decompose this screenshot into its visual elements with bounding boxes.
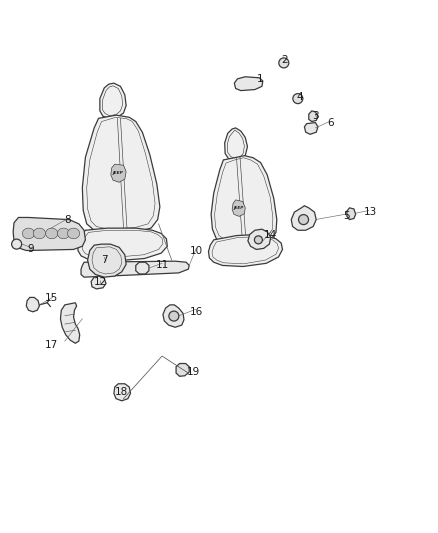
Text: 13: 13: [364, 207, 377, 217]
Text: 14: 14: [264, 230, 277, 239]
Polygon shape: [111, 164, 126, 182]
Polygon shape: [91, 276, 106, 289]
Text: 4: 4: [297, 92, 304, 102]
Polygon shape: [81, 261, 189, 277]
Polygon shape: [78, 228, 167, 261]
Ellipse shape: [22, 228, 35, 239]
Polygon shape: [234, 77, 263, 91]
Polygon shape: [347, 208, 356, 220]
Polygon shape: [248, 229, 271, 249]
Polygon shape: [232, 200, 245, 216]
Text: 1: 1: [257, 74, 264, 84]
Circle shape: [293, 94, 303, 103]
Circle shape: [12, 239, 21, 249]
Polygon shape: [309, 111, 318, 122]
Ellipse shape: [57, 228, 70, 239]
Circle shape: [299, 215, 308, 224]
Text: 5: 5: [343, 211, 350, 221]
Polygon shape: [225, 128, 247, 161]
Polygon shape: [88, 244, 126, 277]
Text: JEEP: JEEP: [233, 206, 244, 210]
Polygon shape: [60, 303, 80, 343]
Polygon shape: [100, 83, 126, 118]
Text: 9: 9: [27, 245, 34, 254]
Circle shape: [279, 58, 289, 68]
Text: 18: 18: [115, 387, 128, 397]
Polygon shape: [26, 297, 39, 312]
Ellipse shape: [67, 228, 80, 239]
Text: 3: 3: [312, 111, 319, 121]
Text: 15: 15: [45, 294, 58, 303]
Polygon shape: [208, 235, 283, 266]
Polygon shape: [176, 364, 189, 376]
Polygon shape: [304, 123, 318, 134]
Polygon shape: [13, 217, 85, 251]
Text: 16: 16: [190, 307, 203, 317]
Text: 6: 6: [327, 118, 334, 127]
Text: 11: 11: [155, 261, 169, 270]
Circle shape: [169, 311, 179, 321]
Text: 10: 10: [190, 246, 203, 255]
Text: JEEP: JEEP: [113, 171, 124, 175]
Text: 12: 12: [94, 278, 107, 287]
Ellipse shape: [33, 228, 46, 239]
Ellipse shape: [46, 228, 58, 239]
Polygon shape: [163, 305, 184, 327]
Polygon shape: [291, 206, 316, 230]
Circle shape: [254, 236, 262, 244]
Polygon shape: [114, 384, 131, 401]
Text: 7: 7: [101, 255, 108, 264]
Polygon shape: [136, 262, 149, 274]
Text: 19: 19: [187, 367, 200, 377]
Text: 2: 2: [281, 55, 288, 65]
Polygon shape: [211, 156, 277, 246]
Text: 17: 17: [45, 341, 58, 350]
Polygon shape: [82, 115, 160, 233]
Text: 8: 8: [64, 215, 71, 225]
